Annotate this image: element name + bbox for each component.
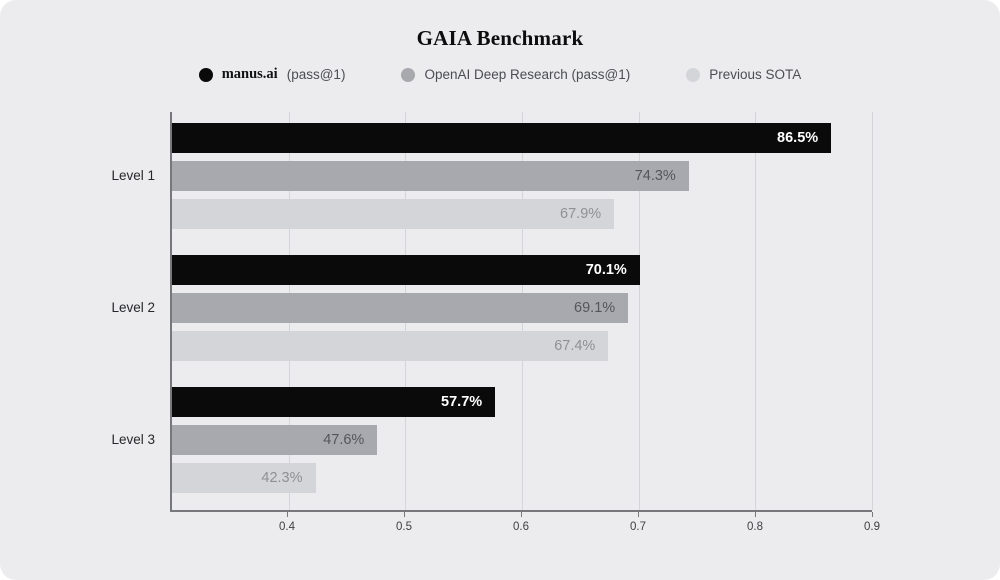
bar-level-3-manus-ai-pass-1: 57.7% xyxy=(172,387,496,417)
xtick-label-0.7: 0.7 xyxy=(630,521,646,533)
category-label-level-1: Level 1 xyxy=(111,168,155,183)
bar-value-label: 70.1% xyxy=(585,262,627,278)
xtick-mark-0.5 xyxy=(404,512,405,517)
category-label-level-3: Level 3 xyxy=(111,432,155,447)
y-axis-labels: Level 1 Level 2 Level 3 xyxy=(0,112,155,512)
xtick-mark-0.8 xyxy=(755,512,756,517)
xtick-mark-0.9 xyxy=(872,512,873,517)
gridline-0.8 xyxy=(755,112,757,510)
bar-value-label: 47.6% xyxy=(323,432,365,448)
bar-value-label: 74.3% xyxy=(634,168,676,184)
bar-group-level-2: 70.1% 69.1% 67.4% xyxy=(172,255,872,369)
bar-level-3-openai-deep-research-pass-1: 47.6% xyxy=(172,425,378,455)
xtick-mark-0.4 xyxy=(287,512,288,517)
chart-title: GAIA Benchmark xyxy=(416,26,584,50)
plot-area: 86.5% 74.3% 67.9% 70.1% 69.1% 67.4% 57.7% 47.6%… xyxy=(170,112,873,512)
bar-value-label: 67.9% xyxy=(560,206,602,222)
xtick-label-0.4: 0.4 xyxy=(279,521,295,533)
bar-level-2-openai-deep-research-pass-1: 69.1% xyxy=(172,293,629,323)
bar-value-label: 57.7% xyxy=(441,394,483,410)
xtick-mark-0.6 xyxy=(521,512,522,517)
xtick-label-0.5: 0.5 xyxy=(396,521,412,533)
legend-dot-openai-icon xyxy=(401,67,416,82)
bar-level-1-openai-deep-research-pass-1: 74.3% xyxy=(172,161,689,191)
bar-value-label: 86.5% xyxy=(777,130,819,146)
legend-item-openai: OpenAI Deep Research (pass@1) xyxy=(401,67,630,82)
legend-item-manus: manus.ai (pass@1) xyxy=(198,66,346,83)
gridline-0.9 xyxy=(872,112,873,510)
bar-level-2-previous-sota: 67.4% xyxy=(172,331,609,361)
bar-level-2-manus-ai-pass-1: 70.1% xyxy=(172,255,640,285)
bar-group-level-1: 86.5% 74.3% 67.9% xyxy=(172,123,872,237)
xtick-label-0.9: 0.9 xyxy=(864,521,880,533)
legend-label-manus-suffix: (pass@1) xyxy=(286,67,346,82)
category-label-level-2: Level 2 xyxy=(111,300,155,315)
xtick-label-0.6: 0.6 xyxy=(513,521,529,533)
legend-label-sota: Previous SOTA xyxy=(709,67,802,82)
legend: manus.ai (pass@1) OpenAI Deep Research (… xyxy=(0,66,1000,83)
bar-level-1-previous-sota: 67.9% xyxy=(172,199,615,229)
bar-value-label: 67.4% xyxy=(554,338,596,354)
legend-label-openai: OpenAI Deep Research (pass@1) xyxy=(424,67,631,82)
legend-dot-sota-icon xyxy=(686,67,701,82)
legend-item-sota: Previous SOTA xyxy=(686,67,801,82)
bar-value-label: 69.1% xyxy=(574,300,616,316)
gridline-0.7 xyxy=(638,112,640,510)
bar-level-3-previous-sota: 42.3% xyxy=(172,463,316,493)
x-axis: 0.4 0.5 0.6 0.7 0.8 0.9 xyxy=(170,512,880,542)
bar-value-label: 42.3% xyxy=(261,470,303,486)
bar-group-level-3: 57.7% 47.6% 42.3% xyxy=(172,387,872,501)
legend-dot-manus-icon xyxy=(198,67,213,82)
legend-label-manus-name: manus.ai xyxy=(221,66,278,82)
xtick-mark-0.7 xyxy=(638,512,639,517)
bar-level-1-manus-ai-pass-1: 86.5% xyxy=(172,123,832,153)
xtick-label-0.8: 0.8 xyxy=(747,521,763,533)
